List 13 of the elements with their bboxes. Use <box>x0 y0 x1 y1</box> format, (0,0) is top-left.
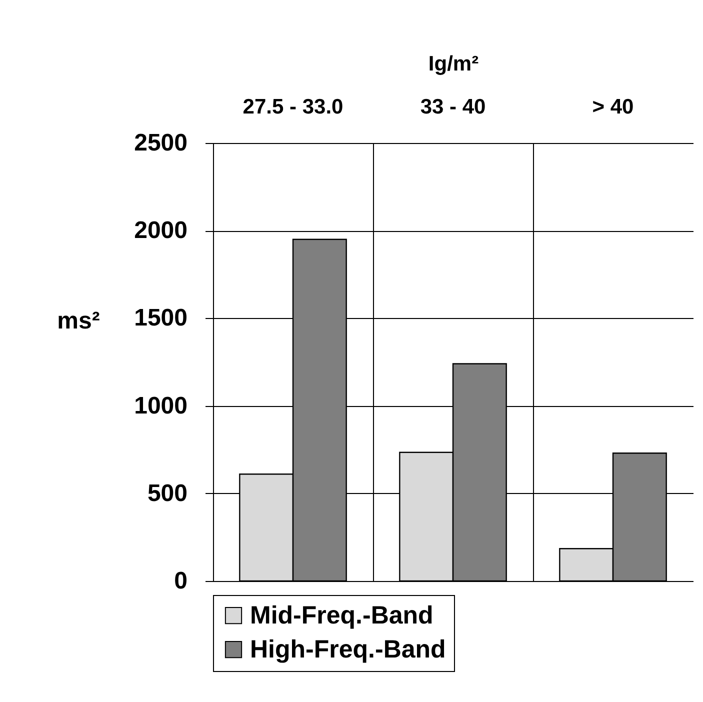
y-tick-label: 2500 <box>134 130 188 156</box>
y-tick-label: 500 <box>147 480 188 507</box>
x-tick-label: > 40 <box>592 96 634 118</box>
y-tick-label: 1500 <box>134 304 188 332</box>
x-tick-label: 27.5 - 33.0 <box>242 96 344 118</box>
y-axis-title: ms² <box>57 308 100 334</box>
legend-label: High-Freq.-Band <box>250 636 446 664</box>
y-tick-label: 2000 <box>134 217 188 244</box>
y-tick-label: 1000 <box>134 392 188 420</box>
x-axis-title: Ig/m² <box>428 52 479 76</box>
y-tick-label: 0 <box>174 568 188 594</box>
legend-label: Mid-Freq.-Band <box>250 602 434 630</box>
x-tick-label: 33 - 40 <box>420 96 486 118</box>
